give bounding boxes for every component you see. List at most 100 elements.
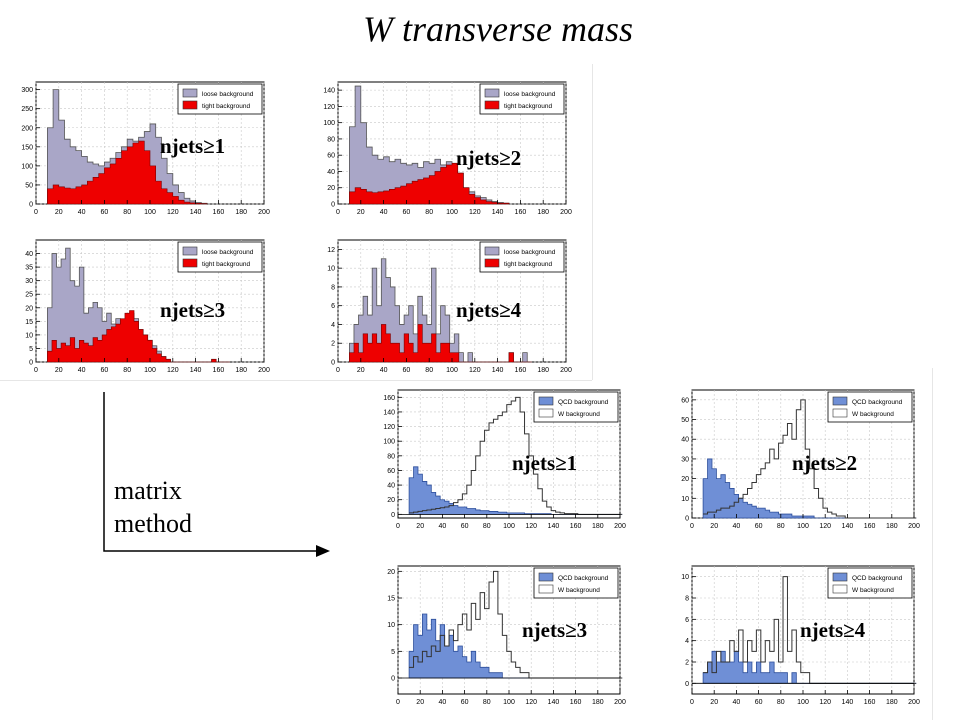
histogram-svg: 0 20 40 60 80 100 120 140 160 180 200 0 50 100 150 200 2…	[21, 81, 270, 216]
x-tick-label: 180	[537, 209, 549, 216]
y-tick-label: 50	[25, 182, 33, 189]
x-tick-label: 20	[55, 209, 63, 216]
x-tick-label: 80	[123, 209, 131, 216]
x-tick-label: 180	[235, 209, 247, 216]
x-tick-label: 40	[78, 367, 86, 374]
legend-swatch	[182, 88, 198, 98]
x-tick-label: 120	[469, 367, 481, 374]
legend-label: W background	[852, 411, 894, 418]
x-tick-label: 140	[190, 367, 202, 374]
histogram-svg: 0 20 40 60 80 100 120 140 160 180 200 0 10 20 30 40 50 60…	[681, 389, 920, 530]
y-tick-label: 0	[331, 360, 335, 367]
legend-swatch	[484, 258, 500, 268]
legend-swatch	[538, 396, 554, 406]
method-label-line-2: method	[114, 509, 192, 538]
x-tick-label: 60	[755, 523, 763, 530]
divider-vertical-bottom	[932, 368, 933, 720]
x-tick-label: 200	[614, 523, 626, 530]
x-tick-label: 20	[55, 367, 63, 374]
x-tick-label: 160	[570, 699, 582, 706]
legend-label: loose background	[504, 249, 556, 256]
x-tick-label: 0	[690, 523, 694, 530]
legend: loose background tight background	[479, 241, 565, 273]
y-tick-label: 50	[681, 417, 689, 424]
legend-swatch	[484, 88, 500, 98]
histogram-panel-top-2: 0 20 40 60 80 100 120 140 160 180 200 0 20 40 60 80 100 1…	[312, 78, 574, 218]
histogram-svg: 0 20 40 60 80 100 120 140 160 180 200 0 2 4 6 8 10 QCD ba…	[681, 565, 920, 706]
legend-label: W background	[558, 587, 600, 594]
y-tick-label: 5	[29, 346, 33, 353]
legend-label: QCD background	[852, 399, 903, 406]
x-tick-label: 40	[380, 367, 388, 374]
tight-background-histogram	[47, 310, 230, 363]
njets-label: njets≥2	[792, 451, 858, 475]
y-tick-label: 30	[25, 278, 33, 285]
y-tick-label: 20	[327, 185, 335, 192]
x-tick-label: 40	[733, 523, 741, 530]
legend: loose background tight background	[479, 83, 565, 115]
x-tick-label: 100	[503, 699, 515, 706]
x-tick-label: 80	[123, 367, 131, 374]
x-tick-label: 100	[446, 367, 458, 374]
method-label-line-1: matrix	[114, 476, 182, 505]
x-tick-label: 40	[439, 523, 447, 530]
x-tick-label: 160	[864, 523, 876, 530]
legend-swatch	[182, 246, 198, 256]
y-tick-label: 4	[685, 638, 689, 645]
y-tick-label: 60	[327, 153, 335, 160]
x-tick-label: 140	[842, 523, 854, 530]
y-tick-label: 15	[387, 596, 395, 603]
histogram-panel-bottom-1: 0 20 40 60 80 100 120 140 160 180 200 0 20 40 60 80 100 1…	[372, 386, 628, 532]
legend: QCD background W background	[827, 391, 913, 423]
w-background-histogram	[703, 399, 917, 519]
x-tick-label: 60	[461, 523, 469, 530]
x-tick-label: 20	[710, 523, 718, 530]
x-tick-label: 40	[733, 699, 741, 706]
legend-swatch	[484, 246, 500, 256]
y-tick-label: 8	[331, 284, 335, 291]
y-tick-label: 150	[21, 144, 33, 151]
y-tick-label: 20	[681, 476, 689, 483]
y-tick-label: 100	[383, 439, 395, 446]
y-tick-label: 200	[21, 125, 33, 132]
x-tick-label: 180	[592, 523, 604, 530]
tight-background-histogram	[349, 163, 510, 205]
slide-title: W transverse mass	[363, 9, 633, 49]
x-tick-label: 120	[525, 523, 537, 530]
y-tick-label: 0	[391, 676, 395, 683]
y-tick-label: 120	[383, 424, 395, 431]
x-tick-label: 120	[525, 699, 537, 706]
x-tick-label: 60	[755, 699, 763, 706]
w-background-histogram	[409, 396, 623, 515]
njets-label: njets≥3	[160, 298, 226, 322]
x-tick-label: 60	[101, 209, 109, 216]
x-tick-label: 200	[258, 209, 270, 216]
x-tick-label: 180	[537, 367, 549, 374]
histogram-panel-bottom-4: 0 20 40 60 80 100 120 140 160 180 200 0 2 4 6 8 10 QCD ba…	[666, 562, 922, 708]
y-tick-label: 40	[327, 169, 335, 176]
y-tick-label: 160	[383, 395, 395, 402]
x-tick-label: 160	[515, 367, 527, 374]
x-tick-label: 0	[34, 367, 38, 374]
histogram-panel-top-1: 0 20 40 60 80 100 120 140 160 180 200 0 50 100 150 200 2…	[10, 78, 272, 218]
x-tick-label: 20	[416, 699, 424, 706]
legend-label: QCD background	[558, 575, 609, 582]
njets-label: njets≥1	[160, 134, 226, 158]
histogram-panel-top-3: 0 20 40 60 80 100 120 140 160 180 200 0 5 10 15 20 25 30 3…	[10, 236, 272, 376]
y-tick-label: 20	[387, 569, 395, 576]
legend-label: tight background	[202, 103, 250, 110]
njets-label: njets≥2	[456, 146, 522, 170]
legend: loose background tight background	[177, 241, 263, 273]
x-tick-label: 20	[416, 523, 424, 530]
y-tick-label: 120	[323, 104, 335, 111]
x-tick-label: 0	[336, 209, 340, 216]
x-tick-label: 0	[396, 523, 400, 530]
x-tick-label: 20	[710, 699, 718, 706]
y-tick-label: 10	[387, 622, 395, 629]
y-tick-label: 250	[21, 106, 33, 113]
x-tick-label: 180	[886, 699, 898, 706]
y-tick-label: 4	[331, 322, 335, 329]
njets-label: njets≥4	[456, 298, 522, 322]
arrow-head	[316, 545, 330, 557]
y-tick-label: 0	[29, 360, 33, 367]
